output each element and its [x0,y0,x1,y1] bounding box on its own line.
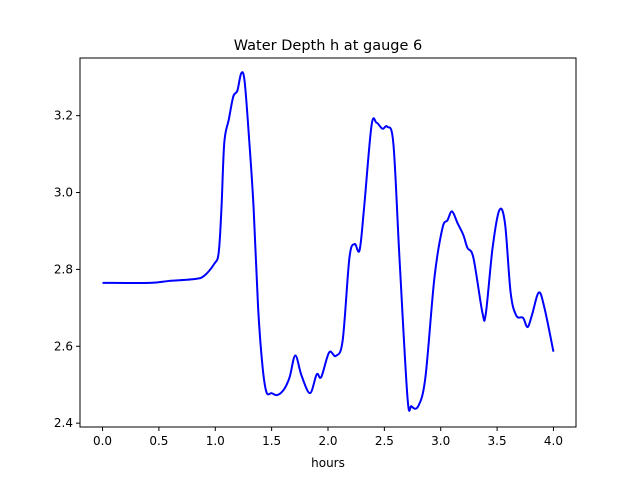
x-axis-label: hours [311,456,345,470]
x-tick-label: 0.0 [93,434,112,448]
x-tick-label: 2.5 [375,434,394,448]
x-tick-label: 1.0 [206,434,225,448]
x-tick-label: 4.0 [544,434,563,448]
series-line-h [102,71,555,412]
plot-area-frame [79,57,577,428]
x-tick-label: 0.5 [149,434,168,448]
x-tick-label: 3.0 [431,434,450,448]
y-tick-label: 2.4 [54,416,73,430]
x-tick-label: 3.5 [488,434,507,448]
x-tick-label: 1.5 [262,434,281,448]
y-tick-label: 2.8 [54,262,73,276]
y-tick-label: 3.2 [54,109,73,123]
chart-title: Water Depth h at gauge 6 [234,38,422,54]
x-tick-label: 2.0 [318,434,337,448]
y-tick-label: 2.6 [54,339,73,353]
y-tick-label: 3.0 [54,186,73,200]
